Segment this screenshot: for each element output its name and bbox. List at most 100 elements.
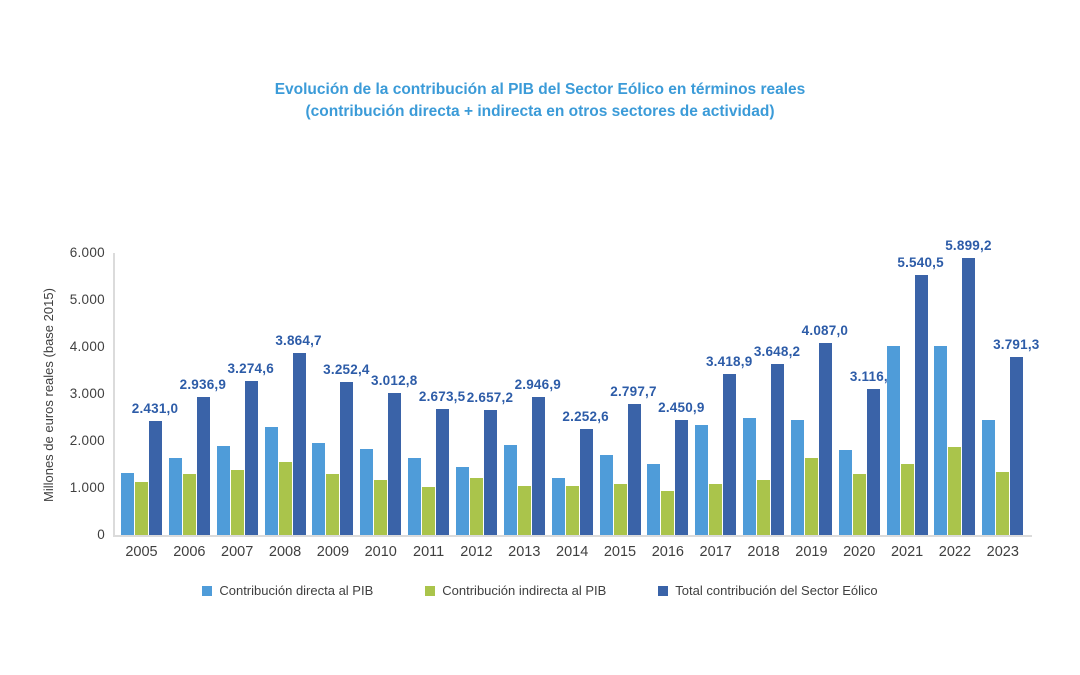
x-tick-year: 2007 [221,544,254,560]
bar-group: 2.252,6 2014 [551,253,609,560]
bar-group: 5.899,2 2022 [934,238,991,560]
total-value-label: 3.252,4 [323,362,370,378]
bar-indirect [852,473,866,535]
bar-total [627,403,641,535]
bar-indirect [517,486,531,535]
bar-direct [360,448,374,535]
bar-total [292,353,306,535]
bar-group: 3.864,7 2008 [264,253,322,560]
total-value-label: 2.673,5 [418,389,466,405]
bar-indirect [374,479,388,535]
x-tick-year: 2018 [747,544,780,560]
legend-swatch-total-icon [658,585,669,596]
y-axis-tick-label: 6.000 [69,245,105,260]
bar-group: 3.274,6 2007 [216,253,274,560]
y-axis-tick-label: 3.000 [69,386,105,401]
bar-group: 2.673,5 2011 [408,253,465,560]
chart-legend: Contribución directa al PIB Contribución … [0,583,1080,598]
total-value-label: 2.450,9 [658,399,705,415]
x-tick-year: 2017 [699,544,732,560]
total-value-label: 2.797,7 [610,383,657,399]
bar-indirect [661,490,675,535]
x-tick-year: 2009 [316,544,350,560]
bar-indirect [709,484,723,535]
bar-total [914,274,928,535]
bar-total [149,420,162,535]
bar-indirect [422,486,436,535]
bar-group: 2.657,2 2012 [455,253,513,560]
x-tick-year: 2021 [890,544,924,560]
bar-direct [216,445,230,535]
bar-direct [838,449,852,535]
bar-direct [264,426,278,535]
x-tick-year: 2010 [364,544,397,560]
bar-indirect [230,470,244,535]
x-tick-year: 2008 [268,544,302,560]
x-tick-year: 2011 [413,544,445,560]
legend-item-total: Total contribución del Sector Eólico [658,583,878,598]
total-value-label: 3.274,6 [227,361,274,377]
bar-total [962,257,976,535]
bar-total [675,419,689,535]
bar-total [723,374,737,535]
bar-total [579,429,593,535]
bar-direct [121,473,134,535]
bar-direct [886,346,900,535]
y-axis-tick-label: 5.000 [69,292,105,307]
bar-indirect [996,471,1010,535]
legend-label-total: Total contribución del Sector Eólico [675,583,878,598]
total-value-label: 2.431,0 [131,400,179,416]
total-value-label: 3.864,7 [275,333,322,349]
bar-direct [503,445,517,535]
bar-direct [982,420,996,535]
bar-direct [599,454,613,535]
x-tick-year: 2016 [651,544,684,560]
bar-total [483,410,497,535]
y-axis-tick-label: 1.000 [69,480,105,495]
bar-total [436,409,450,535]
bar-direct [168,458,182,535]
x-tick-year: 2006 [173,544,206,560]
total-value-label: 3.012,8 [371,373,418,389]
total-value-label: 3.648,2 [753,343,801,359]
bar-direct [455,467,469,535]
y-axis-tick-label: 2.000 [69,433,105,448]
bar-group: 5.540,5 2021 [886,253,944,560]
bar-group: 2.431,0 2005 [121,253,178,560]
bar-group: 3.791,3 2023 [982,253,1039,560]
bar-total [244,381,258,535]
bar-total [818,342,832,535]
total-value-label: 4.087,0 [801,322,849,338]
x-tick-year: 2020 [843,544,876,560]
legend-label-direct: Contribución directa al PIB [219,583,374,598]
bar-group: 3.648,2 2018 [743,253,800,560]
x-tick-year: 2005 [125,544,158,560]
x-tick-year: 2019 [795,544,828,560]
bar-direct [408,457,422,535]
bar-group: 3.418,9 2017 [695,253,752,560]
bar-total [531,396,545,535]
plot-area: 2.431,0 2005 2.936,9 2006 3.274,6 2007 3.864,7… [113,238,1039,560]
bar-direct [934,345,948,535]
x-tick-year: 2023 [986,544,1019,560]
bar-total [1010,356,1024,535]
bar-group: 2.946,9 2013 [503,253,561,560]
bar-direct [551,477,565,535]
total-value-label: 3.418,9 [705,354,753,370]
bar-group: 4.087,0 2019 [790,253,848,560]
bar-direct [743,418,757,535]
bar-total [388,393,402,535]
bar-group: 2.450,9 2016 [647,253,704,560]
y-axis-ticks: 0 1.000 2.000 3.000 4.000 5.000 6.000 [0,245,105,542]
bar-group: 3.116,6 2020 [838,253,895,560]
bar-indirect [135,482,148,535]
chart-title-line1: Evolución de la contribución al PIB del … [274,81,806,98]
bar-total [340,382,354,535]
bar-total [866,388,880,535]
bar-indirect [613,483,627,535]
x-tick-year: 2014 [556,544,589,560]
total-value-label: 2.946,9 [514,376,562,392]
bar-direct [695,425,709,535]
total-value-label: 5.899,2 [945,237,992,253]
legend-item-indirect: Contribución indirecta al PIB [425,583,606,598]
